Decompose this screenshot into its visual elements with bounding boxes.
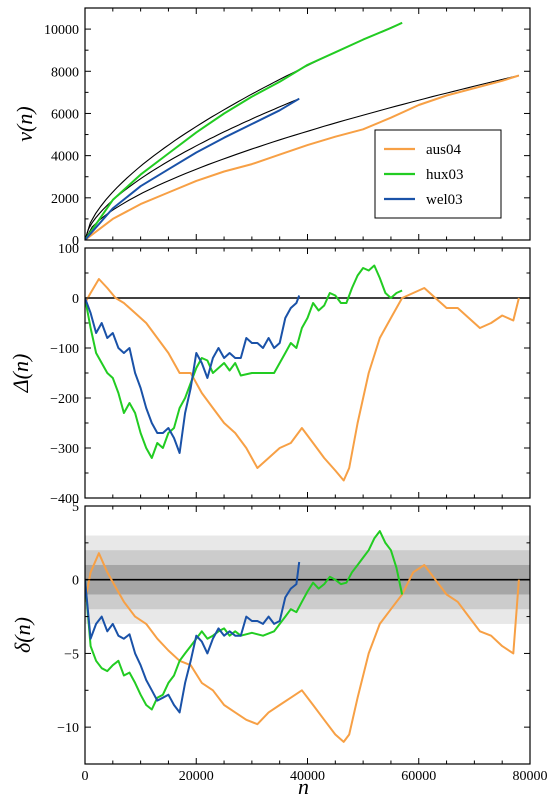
series-wel03-line [85,561,301,714]
series-hux03-line [85,264,403,459]
y-tick-label: −100 [50,342,79,357]
legend-label-hux03: hux03 [426,167,464,183]
series-aus04-line [85,74,520,240]
x-tick-label: 60000 [401,769,436,784]
y-tick-label: 5 [72,500,79,515]
series-aus04-line [85,552,520,743]
y-axis-label: Δ(n) [8,354,33,394]
y-tick-label: 2000 [51,192,79,207]
y-tick-label: −200 [50,392,79,407]
series-aus04-line [85,278,520,482]
legend-label-aus04: aus04 [426,142,461,158]
fit-curve-wel03 [84,98,300,241]
y-tick-label: 0 [72,574,79,589]
panel-3: 5 0 −5 −10 0 20000 40000 60000 80000 δ(n) n [10,500,548,799]
legend: aus04 hux03 wel03 [374,129,502,219]
y-tick-label: −10 [57,721,79,736]
y-axis-label: v(n) [12,106,37,141]
x-tick-label: 20000 [179,769,214,784]
y-tick-label: −300 [50,442,79,457]
x-tick-label: 80000 [513,769,548,784]
y-tick-label: 8000 [51,65,79,80]
panel-2: 100 0 −100 −200 −300 −400 Δ(n) [8,242,531,507]
series-wel03-line [85,97,300,240]
y-tick-label: 0 [72,234,79,249]
y-tick-label: 4000 [51,150,79,165]
series-wel03-line [85,295,301,454]
y-tick-label: 100 [58,242,79,257]
plot-frame [84,247,531,499]
series-hux03-line [85,21,403,240]
y-tick-label: 10000 [44,23,79,38]
fit-curve-aus04 [84,74,520,241]
x-tick-label: 0 [82,769,89,784]
y-tick-label: −400 [50,492,79,507]
x-axis-label: n [298,774,309,799]
x-tick-label: 40000 [290,769,325,784]
panel-1: 0 2000 4000 6000 8000 10000 v(n) aus04 hux03 wel0… [12,7,531,249]
y-tick-label: −5 [64,647,79,662]
y-axis-label: δ(n) [10,617,35,653]
y-tick-label: 6000 [51,107,79,122]
y-tick-label: 0 [72,292,79,307]
legend-label-wel03: wel03 [426,192,463,208]
